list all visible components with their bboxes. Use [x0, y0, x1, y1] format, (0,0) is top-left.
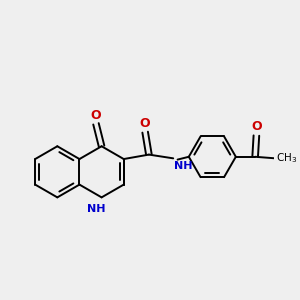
- Text: O: O: [140, 117, 151, 130]
- Text: NH: NH: [175, 161, 193, 171]
- Text: CH$_3$: CH$_3$: [276, 151, 298, 165]
- Text: NH: NH: [87, 204, 105, 214]
- Text: O: O: [251, 120, 262, 134]
- Text: O: O: [90, 109, 101, 122]
